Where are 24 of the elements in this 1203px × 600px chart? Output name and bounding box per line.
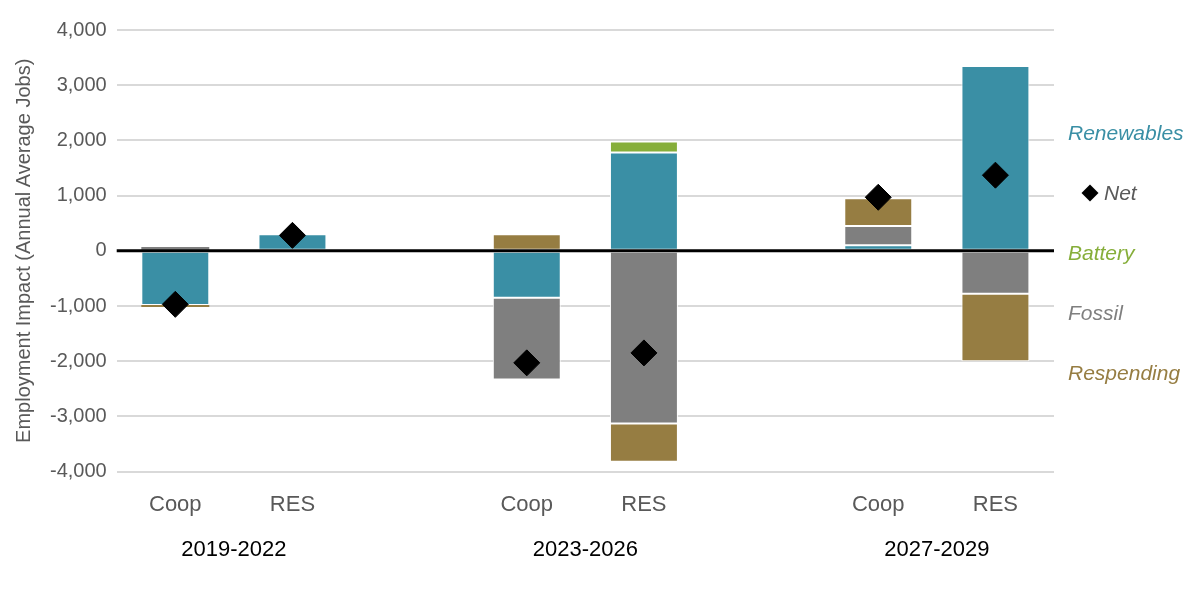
x-tick-label: Coop [851,490,905,516]
text: 2023-2026 [532,535,638,561]
series-label: Renewables [1068,121,1184,145]
y-tick-label: -4,000 [49,459,107,482]
x-tick-label: RES [972,490,1019,516]
x-tick-label: RES [621,490,667,516]
y-tick-label: -2,000 [49,348,107,371]
x-tick-label: Coop [148,490,202,516]
x-tick-label: RES [269,490,316,516]
y-tick-label: 0 [95,238,107,261]
text: 2019-2022 [181,535,287,561]
series-label: Fossil [1068,301,1123,325]
y-axis-title: Employment Impact (Annual Average Jobs) [11,58,34,443]
text: 2027-2029 [884,535,990,561]
y-tick-label: -1,000 [49,293,107,316]
y-tick-label: 4,000 [56,17,107,40]
y-tick-label: 1,000 [56,183,107,206]
x-tick-label: Coop [500,490,554,516]
y-tick-label: 2,000 [56,127,107,150]
legend-label: Net [1104,181,1137,205]
series-label: Respending [1068,361,1181,385]
text: Battery [1068,241,1135,265]
y-tick-label: -3,000 [49,403,107,426]
y-tick-label: 3,000 [56,72,107,95]
